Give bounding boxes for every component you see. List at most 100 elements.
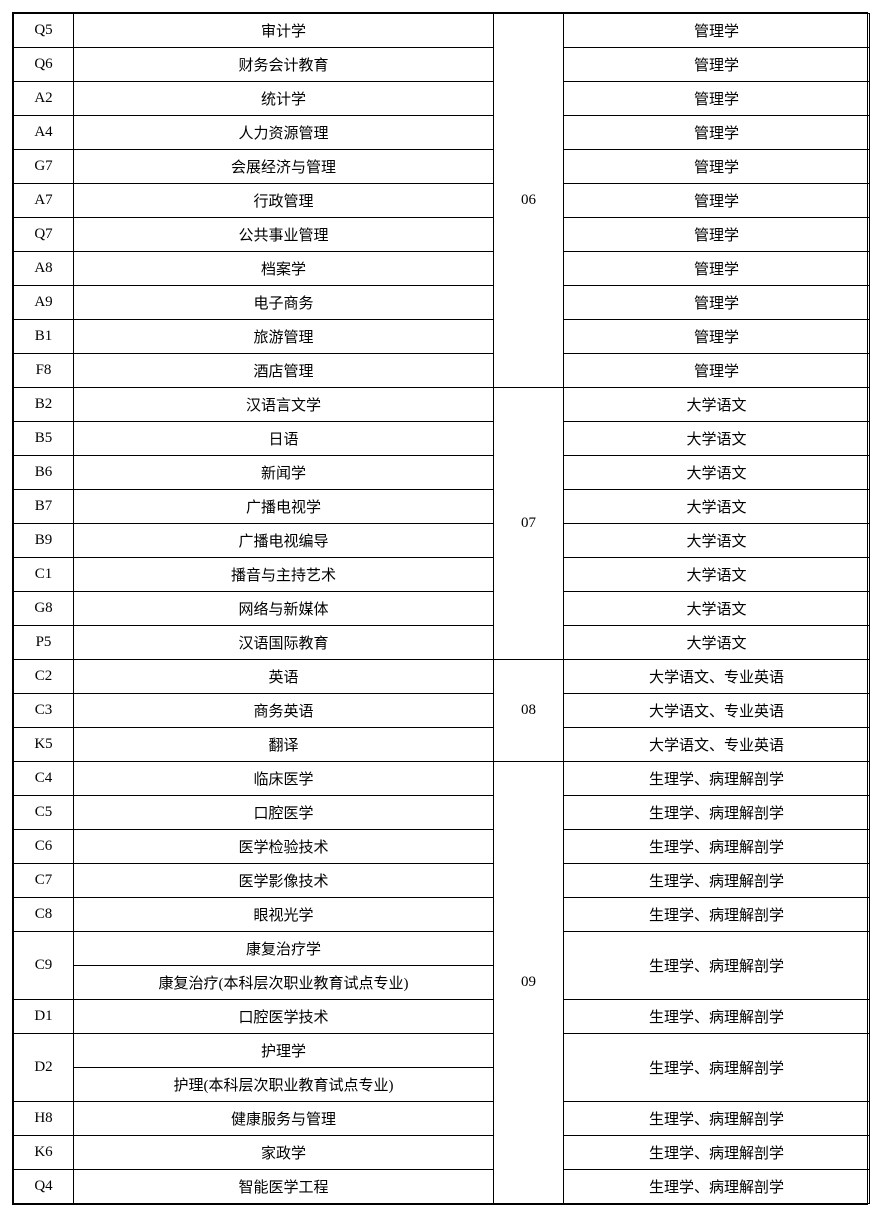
subject-cell: 大学语文、专业英语 — [564, 660, 870, 694]
subject-cell: 生理学、病理解剖学 — [564, 898, 870, 932]
table-row: A9电子商务管理学 — [14, 286, 870, 320]
subject-cell: 管理学 — [564, 320, 870, 354]
course-table-container: Q5审计学06管理学Q6财务会计教育管理学A2统计学管理学A4人力资源管理管理学… — [12, 12, 868, 1205]
major-cell: 医学影像技术 — [74, 864, 494, 898]
table-row: A8档案学管理学 — [14, 252, 870, 286]
subject-cell: 管理学 — [564, 48, 870, 82]
subject-cell: 生理学、病理解剖学 — [564, 1000, 870, 1034]
table-row: F8酒店管理 管理学 — [14, 354, 870, 388]
table-row: A7行政管理 管理学 — [14, 184, 870, 218]
major-cell: 口腔医学 — [74, 796, 494, 830]
subject-cell: 生理学、病理解剖学 — [564, 1034, 870, 1102]
code-cell: D2 — [14, 1034, 74, 1102]
major-cell: 网络与新媒体 — [74, 592, 494, 626]
major-cell: 汉语言文学 — [74, 388, 494, 422]
code-cell: G8 — [14, 592, 74, 626]
major-cell: 行政管理 — [74, 184, 494, 218]
table-row: C5口腔医学 生理学、病理解剖学 — [14, 796, 870, 830]
subject-cell: 大学语文、专业英语 — [564, 728, 870, 762]
subject-cell: 大学语文 — [564, 456, 870, 490]
major-cell: 翻译 — [74, 728, 494, 762]
code-cell: B2 — [14, 388, 74, 422]
major-cell: 播音与主持艺术 — [74, 558, 494, 592]
code-cell: A2 — [14, 82, 74, 116]
subject-cell: 生理学、病理解剖学 — [564, 762, 870, 796]
major-cell: 广播电视编导 — [74, 524, 494, 558]
major-cell: 统计学 — [74, 82, 494, 116]
table-row: P5汉语国际教育大学语文 — [14, 626, 870, 660]
subject-cell: 大学语文 — [564, 626, 870, 660]
table-row: G7会展经济与管理管理学 — [14, 150, 870, 184]
code-cell: A9 — [14, 286, 74, 320]
major-cell: 广播电视学 — [74, 490, 494, 524]
table-row: B7广播电视学大学语文 — [14, 490, 870, 524]
code-cell: F8 — [14, 354, 74, 388]
table-row: B9广播电视编导大学语文 — [14, 524, 870, 558]
major-cell: 酒店管理 — [74, 354, 494, 388]
code-cell: C6 — [14, 830, 74, 864]
major-cell: 人力资源管理 — [74, 116, 494, 150]
major-cell: 康复治疗(本科层次职业教育试点专业) — [74, 966, 494, 1000]
table-row: D2护理学生理学、病理解剖学 — [14, 1034, 870, 1068]
subject-cell: 管理学 — [564, 354, 870, 388]
table-row: Q6财务会计教育 管理学 — [14, 48, 870, 82]
table-row: C9康复治疗学生理学、病理解剖学 — [14, 932, 870, 966]
code-cell: B1 — [14, 320, 74, 354]
code-cell: B6 — [14, 456, 74, 490]
code-cell: C5 — [14, 796, 74, 830]
major-cell: 护理(本科层次职业教育试点专业) — [74, 1068, 494, 1102]
major-cell: 公共事业管理 — [74, 218, 494, 252]
subject-cell: 生理学、病理解剖学 — [564, 864, 870, 898]
subject-cell: 大学语文 — [564, 558, 870, 592]
major-cell: 日语 — [74, 422, 494, 456]
table-row: B2汉语言文学07大学语文 — [14, 388, 870, 422]
table-row: K6家政学生理学、病理解剖学 — [14, 1136, 870, 1170]
code-cell: P5 — [14, 626, 74, 660]
major-cell: 电子商务 — [74, 286, 494, 320]
table-row: C6医学检验技术生理学、病理解剖学 — [14, 830, 870, 864]
major-cell: 口腔医学技术 — [74, 1000, 494, 1034]
major-cell: 审计学 — [74, 14, 494, 48]
code-cell: C8 — [14, 898, 74, 932]
code-cell: C1 — [14, 558, 74, 592]
code-cell: Q7 — [14, 218, 74, 252]
table-row: D1口腔医学技术 生理学、病理解剖学 — [14, 1000, 870, 1034]
major-cell: 护理学 — [74, 1034, 494, 1068]
major-cell: 旅游管理 — [74, 320, 494, 354]
subject-cell: 管理学 — [564, 82, 870, 116]
major-cell: 智能医学工程 — [74, 1170, 494, 1204]
table-row: A4人力资源管理 管理学 — [14, 116, 870, 150]
code-cell: C2 — [14, 660, 74, 694]
group-code-cell: 06 — [494, 14, 564, 388]
major-cell: 新闻学 — [74, 456, 494, 490]
subject-cell: 管理学 — [564, 150, 870, 184]
table-row: C2英语08大学语文、专业英语 — [14, 660, 870, 694]
table-row: C3商务英语大学语文、专业英语 — [14, 694, 870, 728]
subject-cell: 管理学 — [564, 116, 870, 150]
code-cell: B7 — [14, 490, 74, 524]
major-cell: 财务会计教育 — [74, 48, 494, 82]
subject-cell: 管理学 — [564, 218, 870, 252]
subject-cell: 大学语文 — [564, 524, 870, 558]
code-cell: K6 — [14, 1136, 74, 1170]
subject-cell: 管理学 — [564, 184, 870, 218]
code-cell: A7 — [14, 184, 74, 218]
subject-cell: 大学语文 — [564, 422, 870, 456]
major-cell: 档案学 — [74, 252, 494, 286]
code-cell: C4 — [14, 762, 74, 796]
major-cell: 临床医学 — [74, 762, 494, 796]
code-cell: Q6 — [14, 48, 74, 82]
subject-cell: 生理学、病理解剖学 — [564, 1102, 870, 1136]
course-table: Q5审计学06管理学Q6财务会计教育管理学A2统计学管理学A4人力资源管理管理学… — [13, 13, 870, 1204]
code-cell: Q5 — [14, 14, 74, 48]
subject-cell: 生理学、病理解剖学 — [564, 796, 870, 830]
table-body: Q5审计学06管理学Q6财务会计教育管理学A2统计学管理学A4人力资源管理管理学… — [14, 14, 870, 1204]
table-row: C7医学影像技术生理学、病理解剖学 — [14, 864, 870, 898]
major-cell: 英语 — [74, 660, 494, 694]
group-code-cell: 08 — [494, 660, 564, 762]
code-cell: G7 — [14, 150, 74, 184]
code-cell: H8 — [14, 1102, 74, 1136]
code-cell: D1 — [14, 1000, 74, 1034]
code-cell: A4 — [14, 116, 74, 150]
major-cell: 医学检验技术 — [74, 830, 494, 864]
